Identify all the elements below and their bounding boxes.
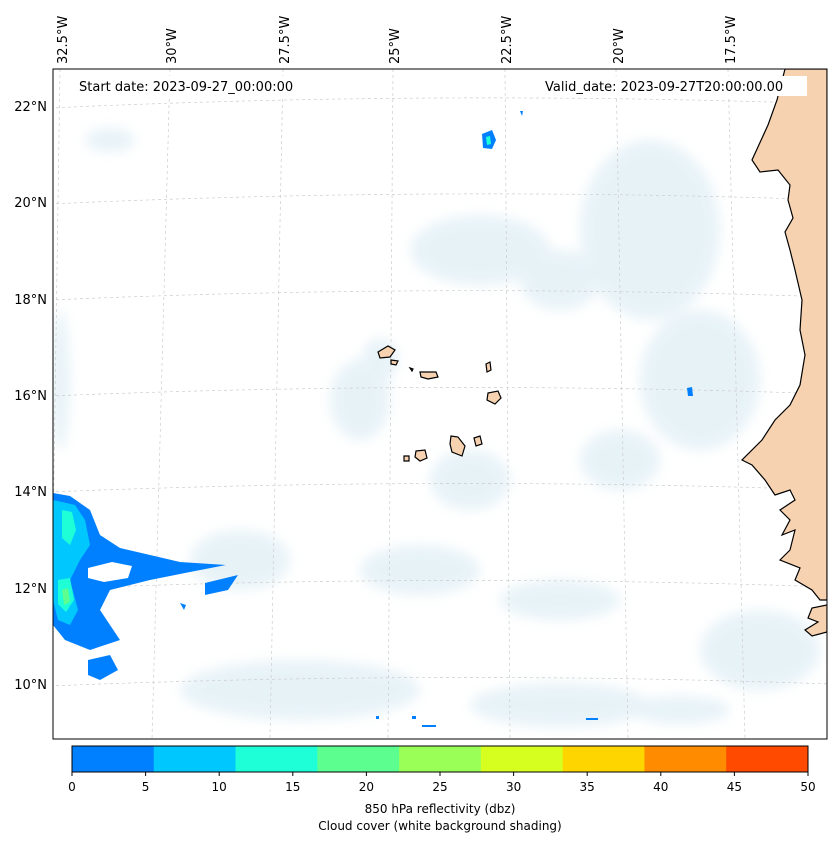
lat-label: 14°N xyxy=(14,485,47,500)
colorbar-tick-label: 50 xyxy=(800,780,815,794)
colorbar-tick-label: 0 xyxy=(68,780,76,794)
colorbar-swatch xyxy=(480,746,564,772)
colorbar-tick-label: 25 xyxy=(432,780,447,794)
lat-label: 22°N xyxy=(14,100,47,115)
colorbar-tick-label: 45 xyxy=(727,780,742,794)
colorbar-tick-label: 30 xyxy=(506,780,521,794)
latitude-labels: 22°N 20°N 18°N 16°N 14°N 12°N 10°N xyxy=(14,100,47,693)
colorbar-swatch xyxy=(317,746,400,772)
cape-verde-islands xyxy=(377,345,502,462)
colorbar-swatch xyxy=(644,746,727,772)
storm-cell-west xyxy=(53,493,226,650)
colorbar-tick-label: 35 xyxy=(580,780,595,794)
valid-date-box xyxy=(538,76,807,96)
lat-label: 10°N xyxy=(14,678,47,693)
colorbar-tick-label: 15 xyxy=(285,780,300,794)
lon-label: 25°W xyxy=(388,28,403,64)
colorbar-swatch xyxy=(72,746,155,772)
colorbar-swatch xyxy=(399,746,482,772)
cloud-cover-shading xyxy=(53,128,820,727)
lat-label: 16°N xyxy=(14,389,47,404)
lat-label: 20°N xyxy=(14,196,47,211)
colorbar-swatch xyxy=(726,746,809,772)
start-date-label: Start date: 2023-09-27_00:00:00 xyxy=(79,80,293,95)
valid-date-label: Valid_date: 2023-09-27T20:00:00.00 xyxy=(545,80,783,95)
colorbar-swatch xyxy=(562,746,645,772)
graticule xyxy=(53,69,827,739)
colorbar-tick-label: 40 xyxy=(653,780,668,794)
lon-label: 20°W xyxy=(612,28,627,64)
lon-label: 22.5°W xyxy=(500,16,515,64)
start-date-box xyxy=(72,76,312,96)
colorbar-tick-label: 20 xyxy=(359,780,374,794)
colorbar-tick-label: 5 xyxy=(142,780,150,794)
colorbar-label-line2: Cloud cover (white background shading) xyxy=(318,819,561,833)
map-area: Start date: 2023-09-27_00:00:00 Valid_da… xyxy=(53,69,827,739)
map-frame xyxy=(52,68,828,740)
lon-label: 32.5°W xyxy=(56,16,71,64)
lon-label: 17.5°W xyxy=(724,16,739,64)
colorbar-swatch xyxy=(153,746,237,772)
lat-label: 12°N xyxy=(14,582,47,597)
reflectivity-contours xyxy=(53,111,693,727)
colorbar-swatch xyxy=(235,746,318,772)
colorbar-tick-label: 10 xyxy=(212,780,227,794)
longitude-labels: 32.5°W 30°W 27.5°W 25°W 22.5°W 20°W 17.5… xyxy=(56,16,739,64)
lat-label: 18°N xyxy=(14,293,47,308)
lon-label: 27.5°W xyxy=(278,16,293,64)
colorbar: 0 5 10 15 20 25 30 35 40 45 50 850 hPa reflectivit… xyxy=(68,745,816,833)
africa-land-south xyxy=(803,604,827,637)
colorbar-label-line1: 850 hPa reflectivity (dbz) xyxy=(365,802,516,816)
africa-land xyxy=(740,69,827,601)
lon-label: 30°W xyxy=(165,28,180,64)
